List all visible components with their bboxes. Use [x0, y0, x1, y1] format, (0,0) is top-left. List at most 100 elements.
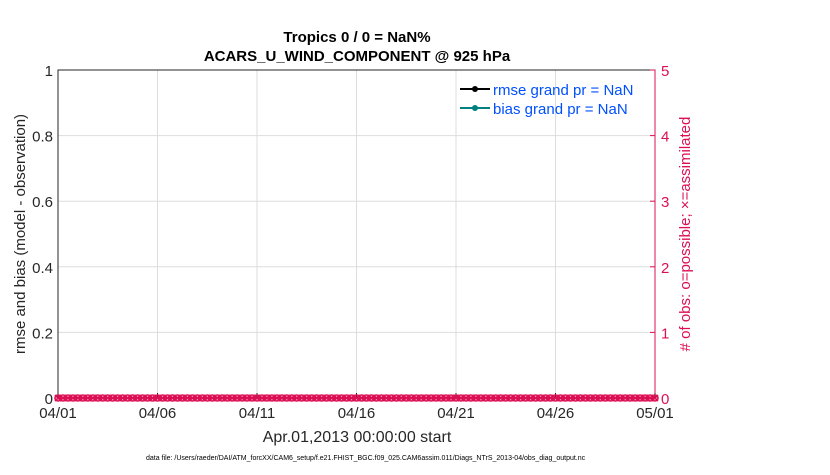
y-left-tick-label: 0 — [45, 391, 53, 408]
obs-possible-marker — [651, 394, 659, 402]
obs-possible-marker — [64, 394, 72, 402]
x-axis: 04/01 04/06 04/11 04/16 04/21 04/26 05/01 — [39, 393, 674, 422]
obs-possible-marker — [536, 394, 545, 402]
obs-possible-marker — [118, 394, 127, 402]
obs-possible-marker — [283, 394, 291, 402]
obs-possible-marker — [148, 394, 157, 402]
obs-possible-marker — [402, 394, 411, 402]
obs-possible-marker — [387, 394, 396, 402]
obs-assimilated-marker — [651, 394, 659, 402]
obs-possible-marker — [168, 394, 177, 402]
obs-possible-marker — [332, 394, 341, 402]
legend-marker-bias — [472, 105, 478, 111]
obs-possible-marker — [173, 394, 182, 402]
obs-possible-marker — [263, 394, 271, 402]
obs-possible-marker — [561, 394, 570, 402]
y-axis-right-label: # of obs: o=possible; ×=assimilated — [677, 117, 694, 352]
obs-possible-marker — [292, 394, 301, 402]
x-tick-label: 05/01 — [636, 405, 674, 422]
obs-possible-marker — [69, 394, 77, 402]
y-left-tick-label: 1 — [45, 63, 53, 80]
obs-possible-marker — [427, 394, 435, 402]
obs-possible-marker — [243, 394, 251, 402]
obs-possible-marker — [133, 394, 142, 402]
obs-possible-marker — [506, 394, 515, 402]
y-axis-right: 0 1 2 3 4 5 — [650, 63, 669, 408]
obs-possible-marker — [158, 394, 167, 402]
obs-possible-marker — [74, 394, 82, 402]
obs-possible-marker — [422, 394, 430, 402]
obs-possible-marker — [511, 394, 520, 402]
obs-possible-marker — [412, 394, 421, 402]
obs-possible-marker — [491, 394, 500, 402]
obs-possible-marker — [178, 394, 187, 402]
chart-title-line1: Tropics 0 / 0 = NaN% — [283, 29, 430, 46]
obs-possible-marker — [89, 394, 97, 402]
obs-possible-marker — [397, 394, 406, 402]
obs-possible-marker — [84, 394, 92, 402]
obs-possible-marker — [302, 394, 311, 402]
obs-possible-marker — [297, 394, 306, 402]
obs-possible-marker — [143, 394, 152, 402]
y-left-tick-label: 0.2 — [32, 325, 53, 342]
y-axis-left: 0 0.2 0.4 0.6 0.8 1 — [32, 63, 53, 408]
obs-possible-marker — [526, 394, 535, 402]
obs-possible-marker — [327, 394, 336, 402]
obs-possible-marker — [576, 394, 585, 402]
y-left-tick-label: 0.4 — [32, 260, 53, 277]
x-tick-label: 04/11 — [239, 405, 275, 422]
obs-possible-marker — [248, 394, 256, 402]
obs-possible-marker — [501, 394, 510, 402]
obs-possible-marker — [79, 394, 87, 402]
legend-label-bias: bias grand pr = NaN — [493, 101, 628, 118]
obs-possible-marker — [611, 394, 620, 402]
obs-possible-marker — [417, 394, 425, 402]
obs-possible-marker — [462, 394, 470, 402]
obs-possible-marker — [352, 394, 361, 402]
obs-possible-marker — [382, 394, 391, 402]
obs-possible-marker — [238, 394, 246, 402]
obs-possible-marker — [372, 394, 381, 402]
obs-possible-marker — [407, 394, 416, 402]
obs-possible-marker — [278, 394, 286, 402]
obs-possible-marker — [556, 394, 565, 402]
obs-possible-marker — [213, 394, 221, 402]
y-axis-left-label: rmse and bias (model - observation) — [12, 114, 29, 354]
x-tick-label: 04/26 — [537, 405, 575, 422]
obs-possible-marker — [377, 394, 386, 402]
obs-possible-marker — [203, 394, 212, 402]
obs-possible-marker — [258, 394, 266, 402]
obs-possible-marker — [541, 394, 550, 402]
obs-possible-marker — [188, 394, 197, 402]
y-left-tick-label: 0.8 — [32, 129, 53, 146]
obs-possible-marker — [546, 394, 555, 402]
obs-possible-marker — [646, 394, 654, 402]
y-left-tick-label: 0.6 — [32, 194, 53, 211]
obs-possible-marker — [183, 394, 192, 402]
footnote: data file: /Users/raeder/DAI/ATM_forcXX/… — [146, 455, 586, 462]
obs-possible-marker — [288, 394, 296, 402]
obs-possible-marker — [253, 394, 261, 402]
obs-possible-marker — [307, 394, 316, 402]
obs-possible-marker — [357, 394, 366, 402]
obs-possible-marker — [626, 394, 634, 402]
obs-possible-marker — [432, 394, 440, 402]
obs-possible-marker — [108, 394, 117, 402]
obs-possible-marker — [223, 394, 231, 402]
obs-possible-marker — [581, 394, 590, 402]
obs-possible-marker — [571, 394, 580, 402]
obs-possible-marker — [54, 394, 62, 402]
obs-possible-marker — [163, 394, 172, 402]
obs-possible-marker — [496, 394, 505, 402]
obs-possible-marker — [521, 394, 530, 402]
obs-possible-marker — [477, 394, 485, 402]
x-tick-label: 04/01 — [39, 405, 77, 422]
obs-possible-marker — [59, 394, 67, 402]
obs-possible-marker — [317, 394, 326, 402]
legend-marker-rmse — [472, 86, 478, 92]
y-right-tick-label: 1 — [661, 325, 669, 342]
chart-title-line2: ACARS_U_WIND_COMPONENT @ 925 hPa — [204, 48, 511, 65]
obs-possible-marker — [457, 394, 465, 402]
obs-possible-marker — [616, 394, 624, 402]
obs-possible-marker — [467, 394, 475, 402]
